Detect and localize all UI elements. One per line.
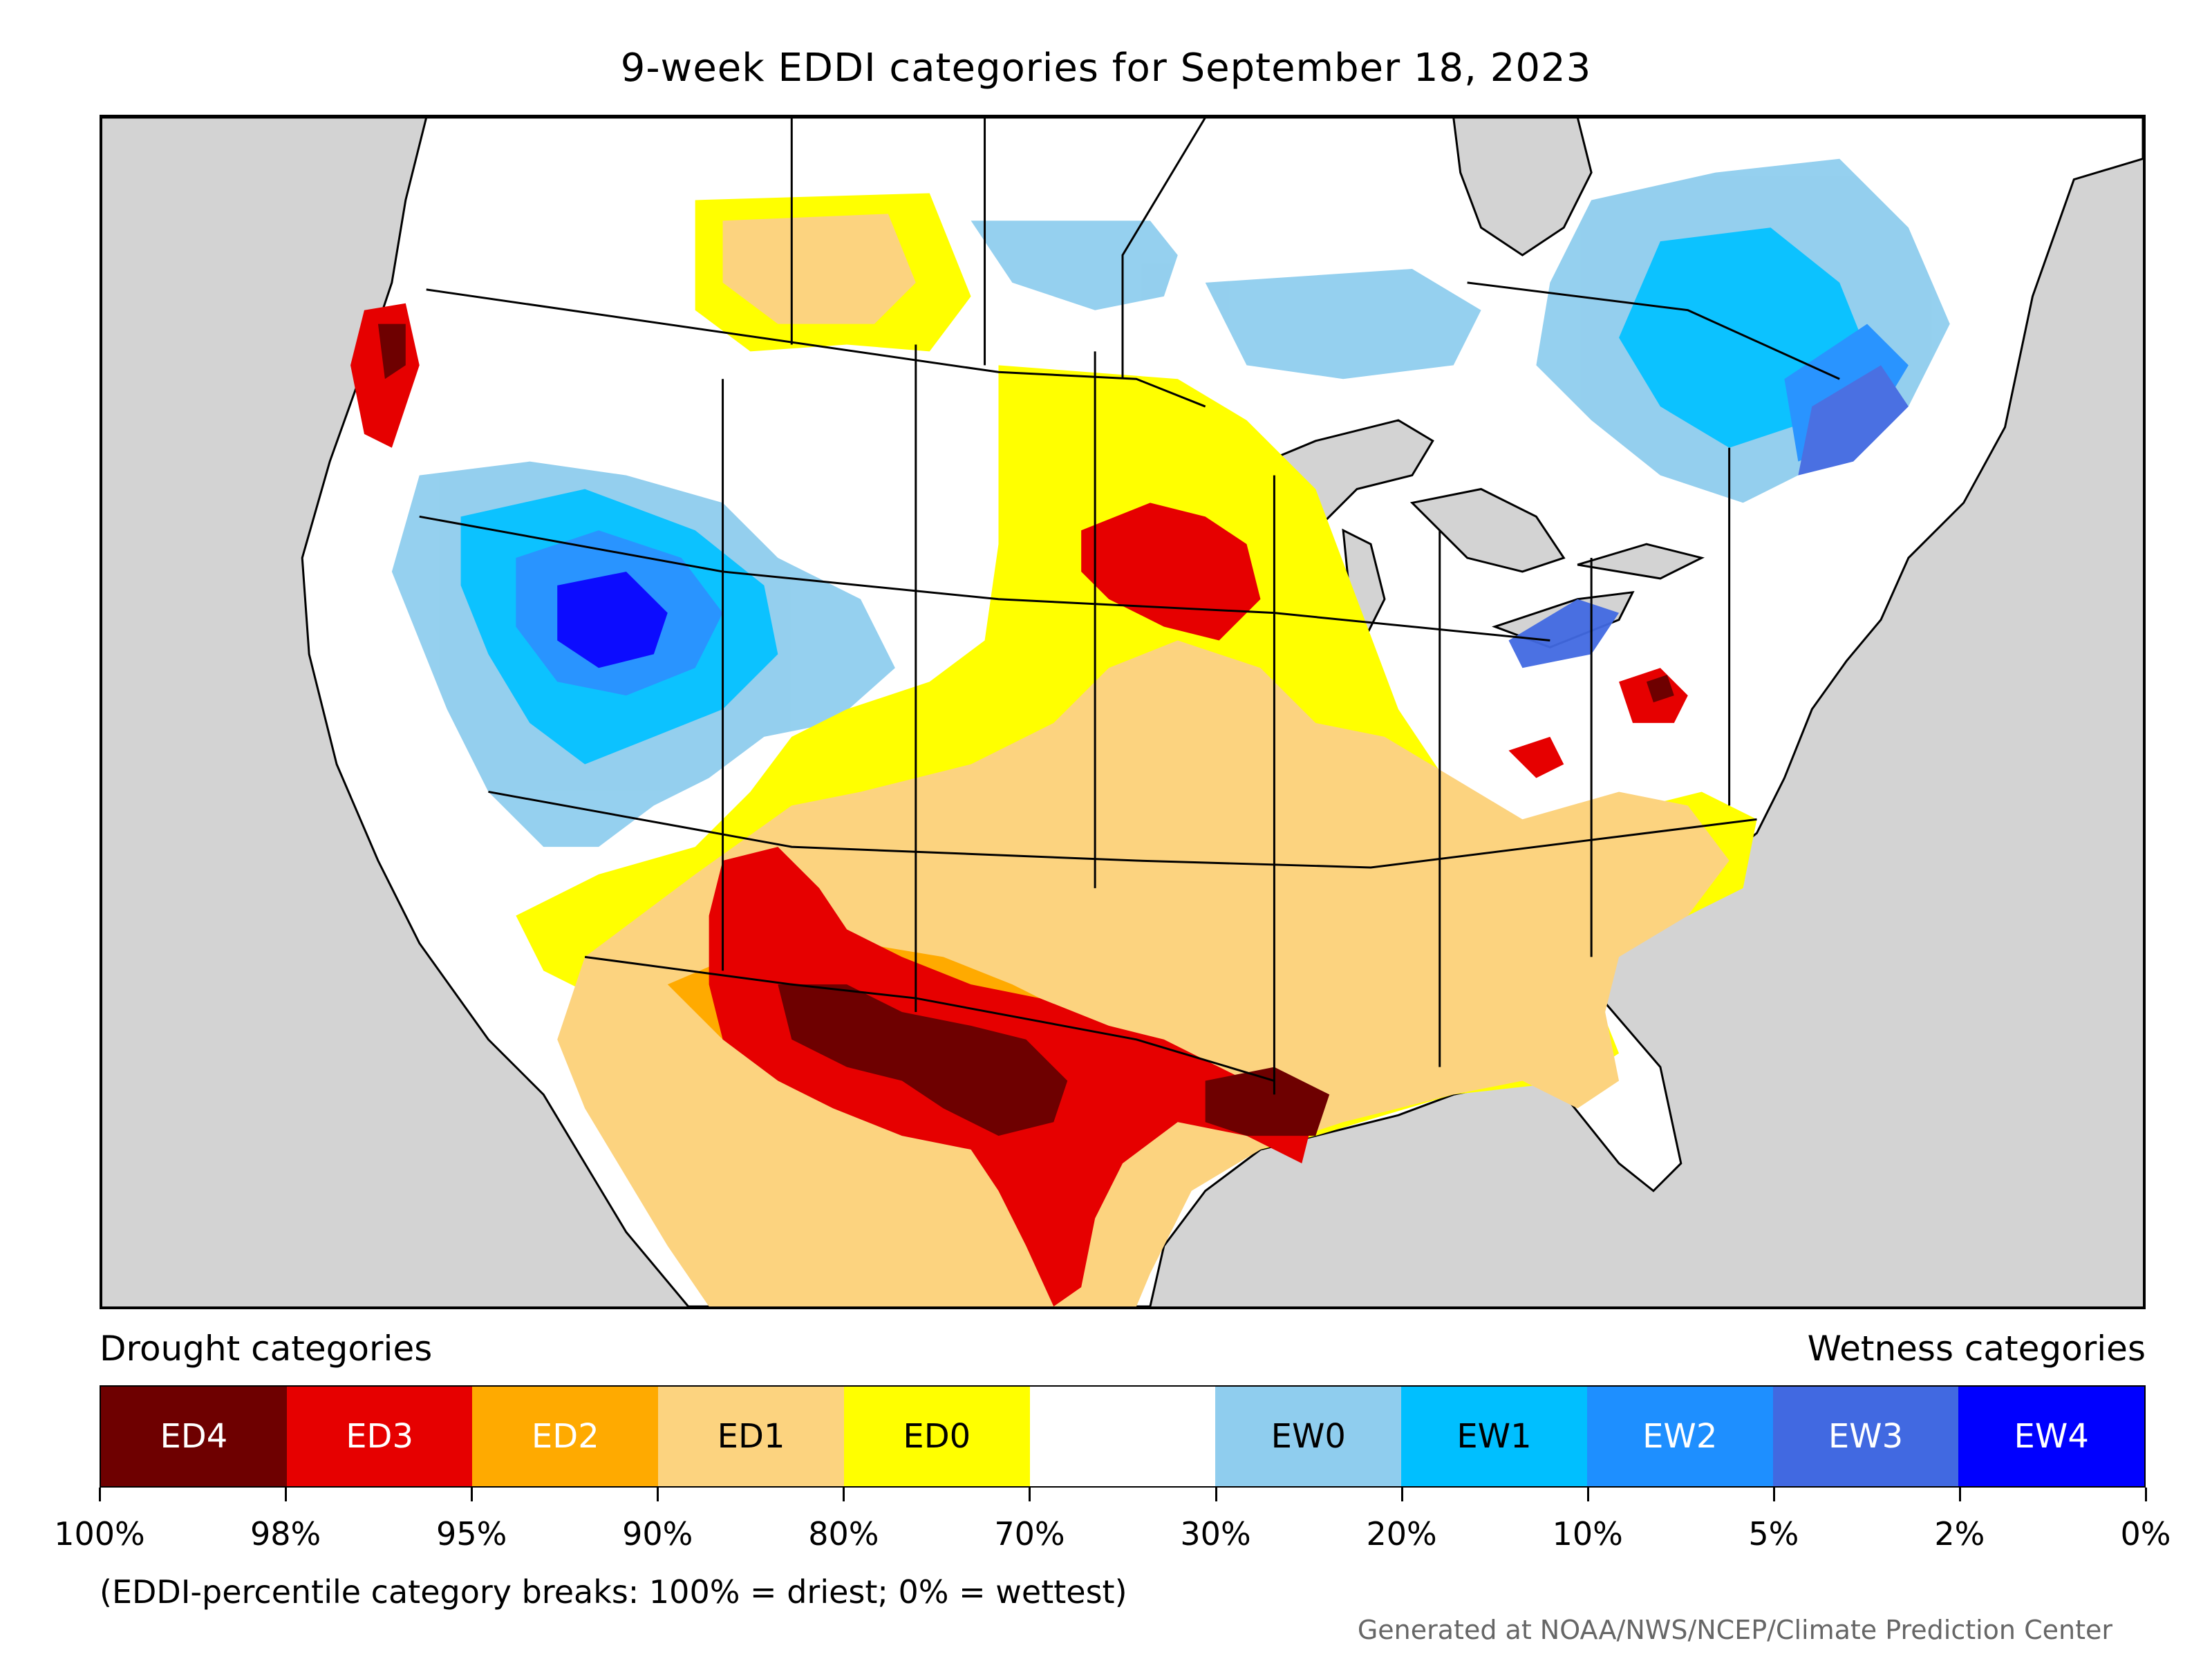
colorbar-segment-ed2: ED2 xyxy=(472,1387,659,1486)
colorbar-tick xyxy=(657,1488,659,1501)
wetness-categories-heading: Wetness categories xyxy=(1807,1329,2146,1369)
colorbar-segment-ew2: EW2 xyxy=(1586,1387,1773,1486)
colorbar-segment-ew3: EW3 xyxy=(1772,1387,1959,1486)
colorbar-tick xyxy=(1586,1488,1589,1501)
colorbar-tick-label: 5% xyxy=(1748,1515,1799,1553)
percentile-note: (EDDI-percentile category breaks: 100% =… xyxy=(100,1573,1127,1611)
colorbar-ticks xyxy=(99,1488,2147,1501)
political-borders xyxy=(419,118,1840,1095)
colorbar-tick-label: 100% xyxy=(54,1515,145,1553)
colorbar-tick xyxy=(1029,1488,1031,1501)
map-title: 9-week EDDI categories for September 18,… xyxy=(620,46,1592,91)
colorbar-tick-label: 70% xyxy=(994,1515,1065,1553)
drought-regions xyxy=(350,193,1757,1306)
colorbar-segment-ew1: EW1 xyxy=(1401,1387,1587,1486)
colorbar-tick xyxy=(1772,1488,1775,1501)
colorbar-tick xyxy=(843,1488,845,1501)
eddi-map xyxy=(100,115,2146,1309)
colorbar-tick xyxy=(2145,1488,2147,1501)
colorbar-tick-label: 0% xyxy=(2120,1515,2171,1553)
colorbar-segment-neutral xyxy=(1029,1387,1216,1486)
colorbar-segment-ed0: ED0 xyxy=(843,1387,1030,1486)
colorbar-tick xyxy=(285,1488,288,1501)
colorbar-tick-labels: 100% 98% 95% 90% 80% 70% 30% 20% 10% 5% 2% 0% xyxy=(54,1515,2171,1557)
colorbar-tick-label: 30% xyxy=(1180,1515,1251,1553)
colorbar-tick-label: 10% xyxy=(1552,1515,1623,1553)
colorbar-tick xyxy=(99,1488,101,1501)
credit-line: Generated at NOAA/NWS/NCEP/Climate Predi… xyxy=(1357,1615,2112,1645)
colorbar-tick xyxy=(1215,1488,1217,1501)
eddi-map-canvas xyxy=(102,118,2143,1306)
colorbar-tick-label: 80% xyxy=(808,1515,879,1553)
colorbar-tick-label: 90% xyxy=(622,1515,693,1553)
wetness-regions xyxy=(391,158,1950,847)
colorbar-tick xyxy=(471,1488,474,1501)
colorbar-segment-ed3: ED3 xyxy=(286,1387,473,1486)
colorbar-segment-ed1: ED1 xyxy=(658,1387,844,1486)
hudson-bay xyxy=(1452,118,1593,256)
colorbar-tick xyxy=(1958,1488,1961,1501)
colorbar-tick-label: 20% xyxy=(1366,1515,1437,1553)
category-colorbar: ED4 ED3 ED2 ED1 ED0 EW0 EW1 EW2 EW3 EW4 xyxy=(100,1385,2146,1488)
colorbar-tick-label: 2% xyxy=(1934,1515,1985,1553)
colorbar-tick-label: 95% xyxy=(436,1515,507,1553)
colorbar-tick-label: 98% xyxy=(250,1515,321,1553)
colorbar-segment-ed4: ED4 xyxy=(101,1387,287,1486)
colorbar-tick xyxy=(1400,1488,1403,1501)
drought-categories-heading: Drought categories xyxy=(100,1329,433,1369)
colorbar-segment-ew0: EW0 xyxy=(1215,1387,1402,1486)
colorbar-segment-ew4: EW4 xyxy=(1958,1387,2145,1486)
